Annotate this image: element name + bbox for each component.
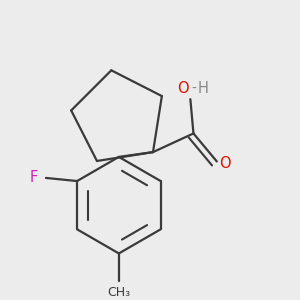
Text: O: O: [219, 155, 230, 170]
Text: -: -: [191, 82, 196, 96]
Text: CH₃: CH₃: [107, 286, 130, 299]
Text: F: F: [30, 170, 38, 185]
Text: O: O: [177, 81, 188, 96]
Text: H: H: [198, 81, 209, 96]
